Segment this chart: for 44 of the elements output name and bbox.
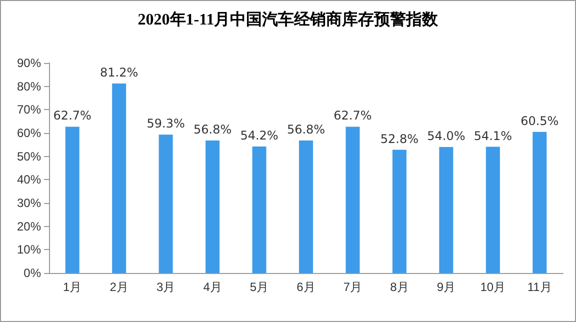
x-tick-label: 8月 bbox=[390, 280, 409, 294]
data-label: 59.3% bbox=[146, 116, 185, 131]
bar bbox=[252, 146, 266, 273]
x-tick-label: 5月 bbox=[250, 280, 269, 294]
data-label: 54.2% bbox=[240, 128, 278, 143]
bar bbox=[346, 126, 360, 273]
y-tick-label: 80% bbox=[16, 79, 42, 94]
bar bbox=[392, 150, 406, 273]
data-label: 62.7% bbox=[53, 108, 92, 123]
bar bbox=[532, 132, 547, 273]
x-tick-label: 11月 bbox=[527, 280, 552, 294]
x-tick-label: 7月 bbox=[343, 280, 362, 294]
bar bbox=[299, 140, 313, 273]
data-label: 81.2% bbox=[100, 66, 138, 80]
y-tick-label: 70% bbox=[16, 102, 42, 117]
x-tick-label: 6月 bbox=[296, 280, 316, 294]
y-tick-label: 50% bbox=[16, 149, 42, 164]
y-tick-label: 40% bbox=[16, 172, 42, 187]
bar bbox=[206, 140, 220, 273]
data-label: 52.8% bbox=[380, 132, 419, 146]
x-tick-label: 10月 bbox=[480, 280, 506, 294]
x-tick-label: 9月 bbox=[436, 280, 456, 294]
x-tick-label: 1月 bbox=[63, 280, 82, 294]
chart-title: 2020年1-11月中国汽车经销商库存预警指数 bbox=[138, 10, 440, 28]
y-tick-label: 10% bbox=[16, 242, 42, 257]
data-label: 60.5% bbox=[520, 114, 559, 128]
data-label: 56.8% bbox=[193, 122, 232, 136]
y-tick-label: 90% bbox=[16, 56, 42, 70]
bar bbox=[65, 126, 80, 273]
data-label: 56.8% bbox=[286, 122, 326, 136]
bar bbox=[112, 84, 126, 273]
y-tick-label: 0% bbox=[24, 266, 42, 280]
y-tick-label: 20% bbox=[16, 219, 42, 234]
bar bbox=[486, 146, 500, 273]
x-tick-label: 4月 bbox=[203, 280, 222, 294]
data-label: 54.1% bbox=[474, 128, 512, 143]
x-tick-label: 2月 bbox=[110, 280, 128, 294]
data-label: 62.7% bbox=[334, 108, 372, 123]
x-tick-label: 3月 bbox=[156, 280, 176, 294]
y-tick-label: 30% bbox=[16, 196, 42, 210]
bar bbox=[439, 147, 454, 273]
bar bbox=[158, 134, 173, 273]
y-tick-label: 60% bbox=[16, 126, 42, 140]
data-label: 54.0% bbox=[427, 129, 466, 143]
